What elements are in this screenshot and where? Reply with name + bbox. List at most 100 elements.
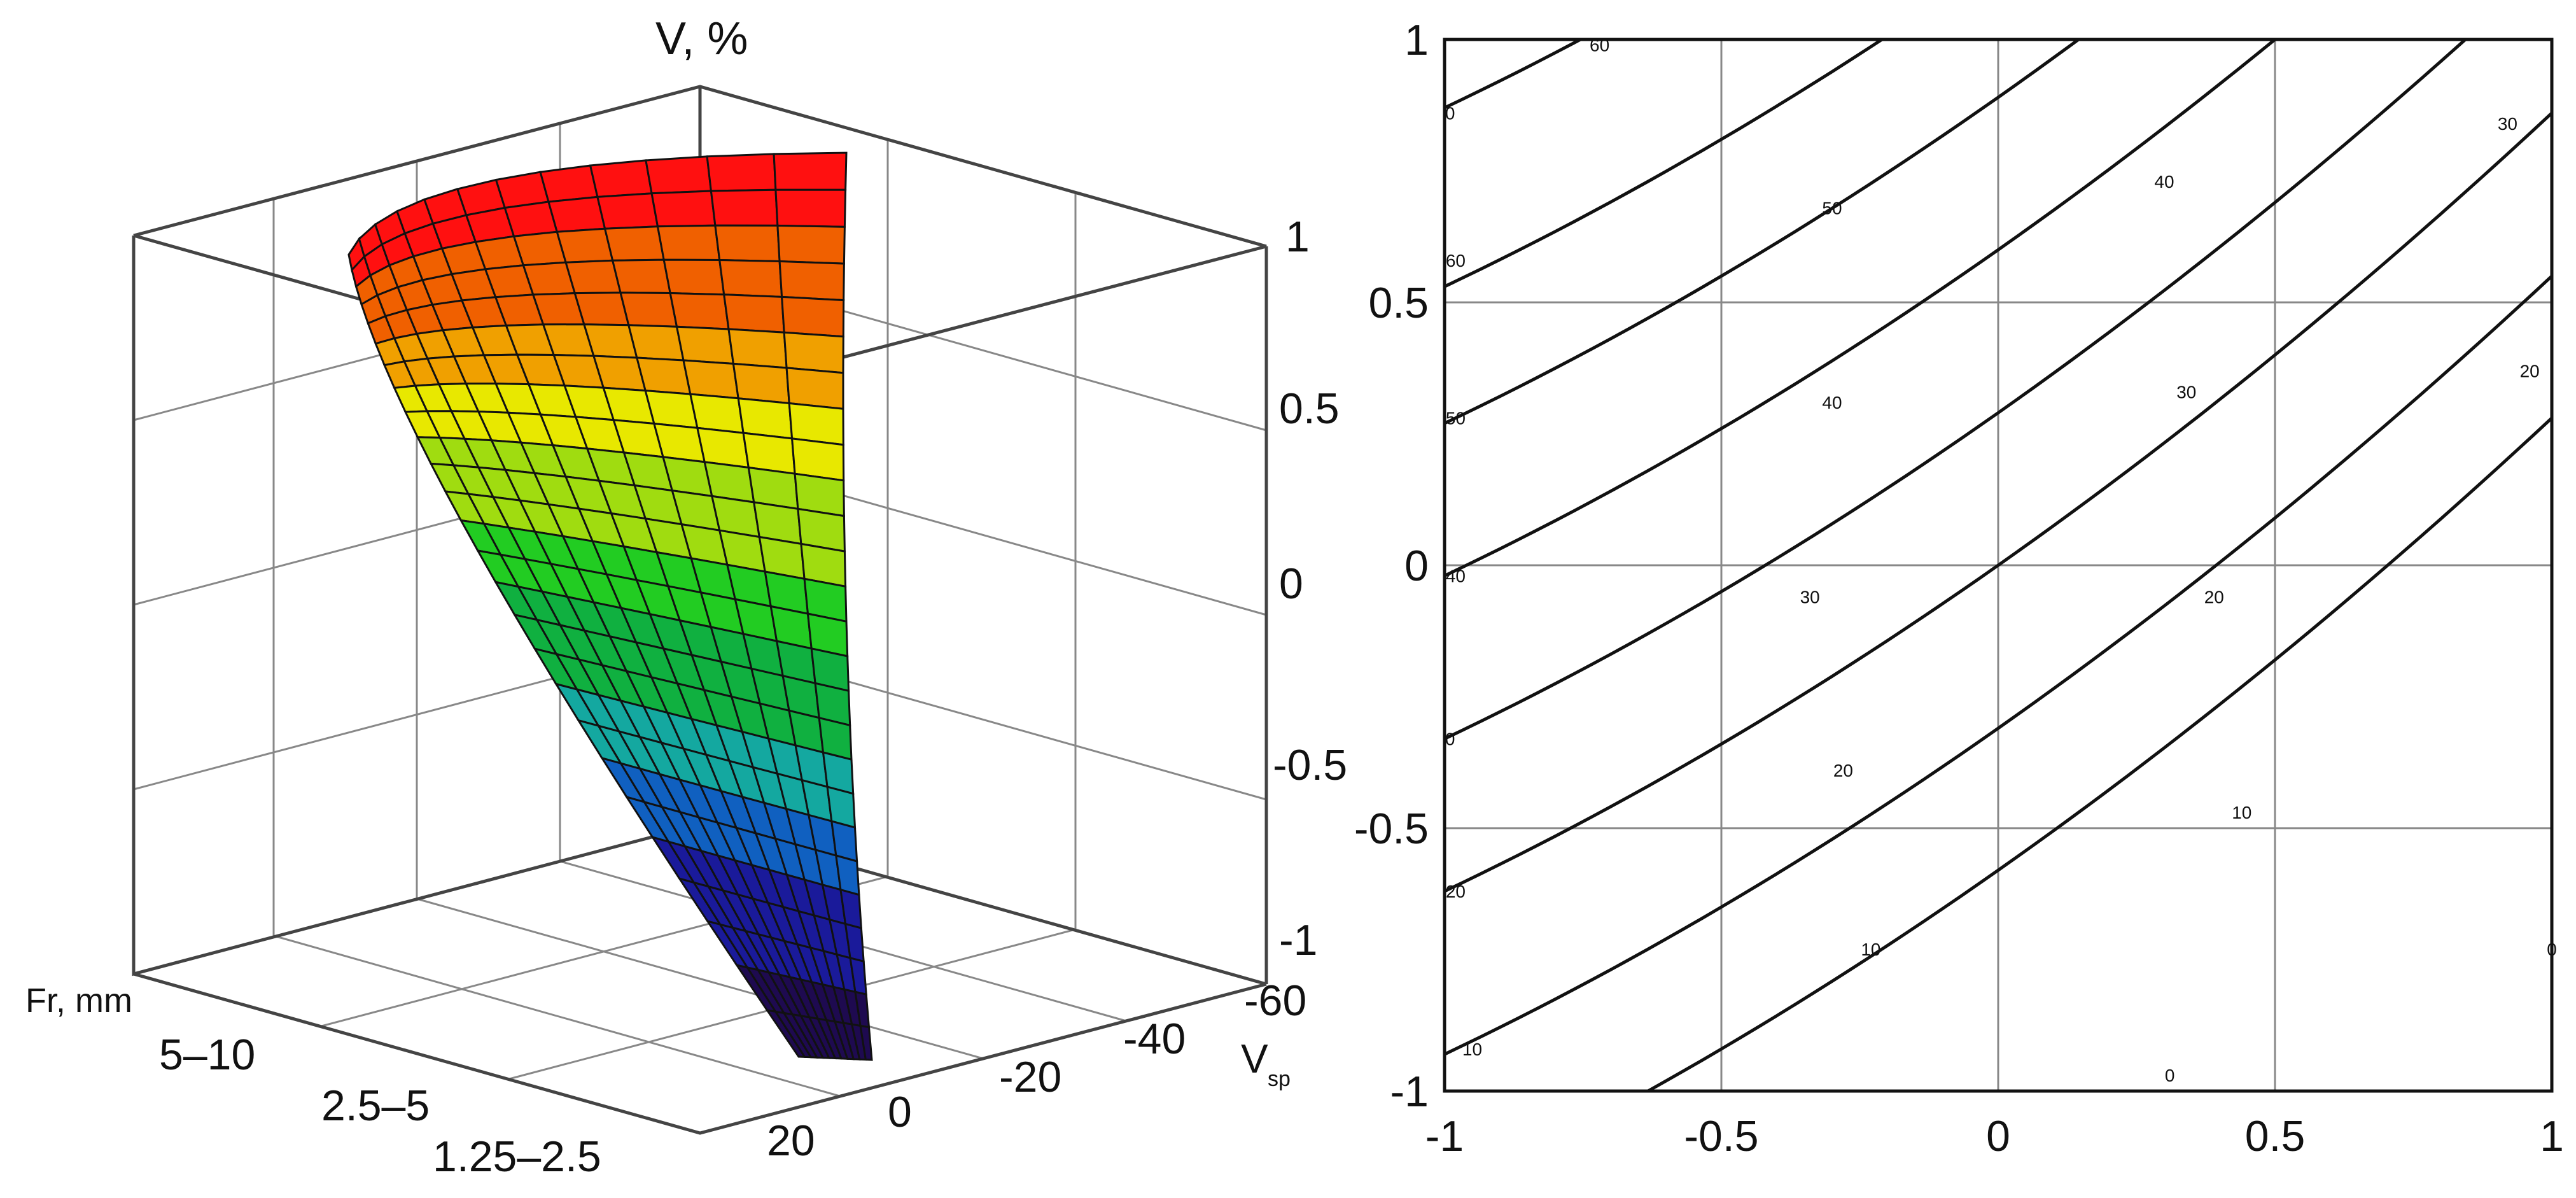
surface-patch	[556, 227, 614, 264]
contour-line	[1445, 39, 1885, 288]
surface-patch	[706, 153, 777, 192]
contour-level-label: 0	[1445, 104, 1455, 123]
contour-level-label: 10	[1462, 1039, 1482, 1059]
surface-patch	[774, 188, 847, 228]
surface-patch	[682, 359, 739, 400]
contour-gridlines	[1445, 39, 2552, 1091]
contour-y-tick-label: -1	[1390, 1068, 1429, 1116]
contour-level-label: 10	[1861, 940, 1880, 959]
surface-patch	[732, 362, 790, 405]
contour-line	[1445, 39, 2278, 577]
surface-patch	[627, 324, 685, 362]
contour-level-label: 30	[2176, 382, 2196, 402]
surface-patch	[662, 258, 725, 296]
contour-plot-frame	[1443, 38, 2554, 1093]
surface-patch	[773, 152, 848, 191]
surface-patch	[619, 292, 678, 328]
contour-level-label: 40	[1822, 393, 1842, 412]
contour-level-label: 0	[1445, 729, 1455, 749]
fr-axis-ticks: 5–10 2.5–51.25–2.5	[159, 1031, 601, 1181]
contour-line	[1445, 39, 2468, 740]
surface-patch	[778, 260, 845, 302]
contour-level-label: 20	[1833, 761, 1853, 780]
contour-line	[1445, 111, 2552, 893]
z-tick-label: 1	[1285, 213, 1310, 261]
contour-lines	[1445, 39, 2552, 1091]
surface-patch	[783, 331, 844, 374]
surface-patch	[718, 258, 783, 298]
vsp-tick-label: -60	[1244, 976, 1306, 1025]
surface-patch	[644, 389, 699, 429]
surface-patch	[603, 225, 665, 262]
contour-level-label: 50	[1446, 409, 1466, 428]
surface-patch	[564, 259, 622, 295]
surface-patch	[596, 192, 659, 230]
vsp-tick-label: -20	[999, 1053, 1061, 1101]
fr-tick-label: 2.5–5	[321, 1082, 430, 1130]
surface-patch	[727, 328, 788, 369]
vsp-tick-label: -40	[1123, 1015, 1186, 1063]
contour-level-label: 10	[2232, 803, 2251, 822]
contour-level-label: 50	[1822, 198, 1842, 218]
z-axis-ticks: 1 0.5 0 -0.5 -1	[1273, 213, 1347, 964]
surface-patch	[589, 159, 653, 198]
contour-level-label: 20	[2204, 588, 2224, 607]
contour-level-label: 60	[1446, 251, 1466, 271]
surface-plot-panel: 1 0.5 0 -0.5 -1 5–10 2.5–51.25–2.5 -60 -40 -20 0…	[25, 13, 1347, 1181]
surface-patch	[710, 188, 779, 227]
surface-patch	[650, 190, 717, 228]
z-tick-label: -0.5	[1273, 741, 1347, 789]
contour-x-tick-label: -0.5	[1684, 1112, 1758, 1160]
surface-patch	[539, 164, 599, 203]
contour-level-label: 40	[2154, 172, 2174, 192]
contour-level-label: 0	[2165, 1066, 2175, 1085]
surface-patch	[669, 292, 730, 330]
contour-x-tick-label: -1	[1425, 1112, 1464, 1160]
z-axis-label: V, %	[655, 13, 748, 64]
contour-line	[1445, 39, 2082, 425]
z-tick-label: 0.5	[1279, 384, 1340, 433]
surface-patch	[547, 195, 606, 233]
surface-patch	[776, 224, 846, 265]
contour-y-tick-label: 0	[1404, 542, 1429, 590]
surface-patch	[611, 258, 672, 295]
surface-patch	[656, 224, 721, 262]
contour-level-label: 30	[1800, 588, 1820, 607]
vsp-tick-label: 20	[767, 1117, 815, 1165]
surface-patch	[573, 292, 630, 327]
surface-patch	[645, 155, 713, 195]
contour-x-tick-label: 1	[2540, 1112, 2564, 1160]
contour-y-tick-label: 1	[1404, 16, 1429, 64]
surface-patch	[635, 356, 692, 395]
vsp-axis-label-subscript: sp	[1268, 1067, 1291, 1091]
contour-level-label: 20	[2520, 361, 2540, 381]
contour-x-ticks: -1 -0.5 0 0.5 1	[1425, 1112, 2564, 1160]
fr-axis-label: Fr, mm	[25, 982, 132, 1020]
vsp-axis-label: V	[1241, 1036, 1268, 1082]
fr-tick-label: 1.25–2.5	[433, 1132, 601, 1181]
contour-x-tick-label: 0	[1986, 1112, 2010, 1160]
vsp-axis-ticks: -60 -40 -20 0 20	[767, 976, 1306, 1165]
contour-x-tick-label: 0.5	[2245, 1112, 2306, 1160]
z-tick-label: 0	[1279, 560, 1303, 608]
surface-patch	[714, 224, 781, 263]
contour-level-label: 20	[1446, 882, 1466, 901]
surface-patch	[780, 295, 845, 338]
surface-patch	[859, 1024, 873, 1061]
contour-y-tick-label: 0.5	[1368, 279, 1429, 327]
z-tick-label: -1	[1279, 916, 1317, 964]
fr-tick-label: 5–10	[159, 1031, 255, 1079]
surface-mesh	[347, 152, 873, 1061]
vsp-tick-label: 0	[888, 1088, 912, 1136]
contour-level-label: 40	[1446, 567, 1466, 586]
surface-patch	[785, 367, 844, 410]
contour-y-tick-label: -0.5	[1354, 805, 1429, 853]
contour-line	[1644, 416, 2552, 1091]
contour-line	[1445, 274, 2552, 1056]
surface-patch	[722, 293, 785, 334]
surface-patch	[675, 325, 735, 365]
contour-level-label: 30	[2498, 114, 2517, 134]
